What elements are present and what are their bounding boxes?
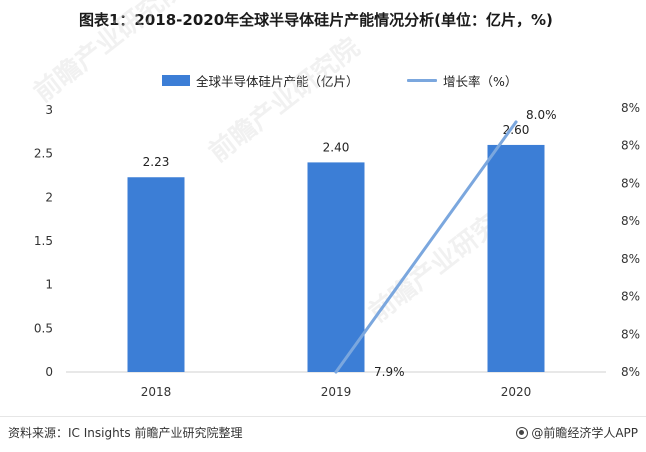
x-tick-label: 2019 xyxy=(321,385,352,399)
bar-value-label: 2.40 xyxy=(323,140,350,154)
brand-logo-icon xyxy=(516,426,529,439)
legend-line-swatch xyxy=(407,78,437,82)
y-right-tick-label: 8% xyxy=(621,252,640,266)
y-right-tick-label: 8% xyxy=(621,176,640,190)
bar-value-label: 2.23 xyxy=(143,155,170,169)
growth-rate-label: 8.0% xyxy=(526,108,557,122)
chart-title: 图表1：2018-2020年全球半导体硅片产能情况分析(单位：亿片，%) xyxy=(79,11,553,29)
legend-bar-label: 全球半导体硅片产能（亿片） xyxy=(196,73,359,89)
y-left-tick-label: 0 xyxy=(45,365,53,379)
y-left-tick-label: 0.5 xyxy=(34,321,53,335)
y-left-tick-label: 2.5 xyxy=(34,147,53,161)
bar xyxy=(487,144,545,372)
growth-rate-point xyxy=(514,120,518,124)
brand-text: @前瞻经济学人APP xyxy=(531,426,638,440)
growth-rate-line xyxy=(334,120,518,374)
footer-divider xyxy=(0,416,646,417)
brand-credit: @前瞻经济学人APP xyxy=(516,424,638,441)
source-note: 资料来源：IC Insights 前瞻产业研究院整理 xyxy=(8,426,243,440)
legend-bar-swatch xyxy=(162,74,190,86)
y-right-tick-label: 8% xyxy=(621,327,640,341)
legend-item-bar: 全球半导体硅片产能（亿片） xyxy=(162,70,359,90)
bar xyxy=(127,177,185,372)
y-left-tick-label: 2 xyxy=(45,190,53,204)
x-tick-label: 2018 xyxy=(141,385,172,399)
y-right-tick-label: 8% xyxy=(621,214,640,228)
bar xyxy=(307,162,365,372)
legend: 全球半导体硅片产能（亿片） 增长率（%） xyxy=(0,70,646,90)
y-left-tick-label: 3 xyxy=(45,103,53,117)
x-tick-label: 2020 xyxy=(501,385,532,399)
y-right-tick-label: 8% xyxy=(621,101,640,115)
growth-rate-point xyxy=(334,370,338,374)
y-right-tick-label: 8% xyxy=(621,139,640,153)
legend-line-label: 增长率（%） xyxy=(443,73,518,89)
y-right-tick-label: 8% xyxy=(621,290,640,304)
legend-item-line: 增长率（%） xyxy=(407,70,517,90)
growth-rate-label: 7.9% xyxy=(374,365,405,379)
y-left-tick-label: 1.5 xyxy=(34,234,53,248)
y-right-tick-label: 8% xyxy=(621,365,640,379)
y-left-tick-label: 1 xyxy=(45,278,53,292)
